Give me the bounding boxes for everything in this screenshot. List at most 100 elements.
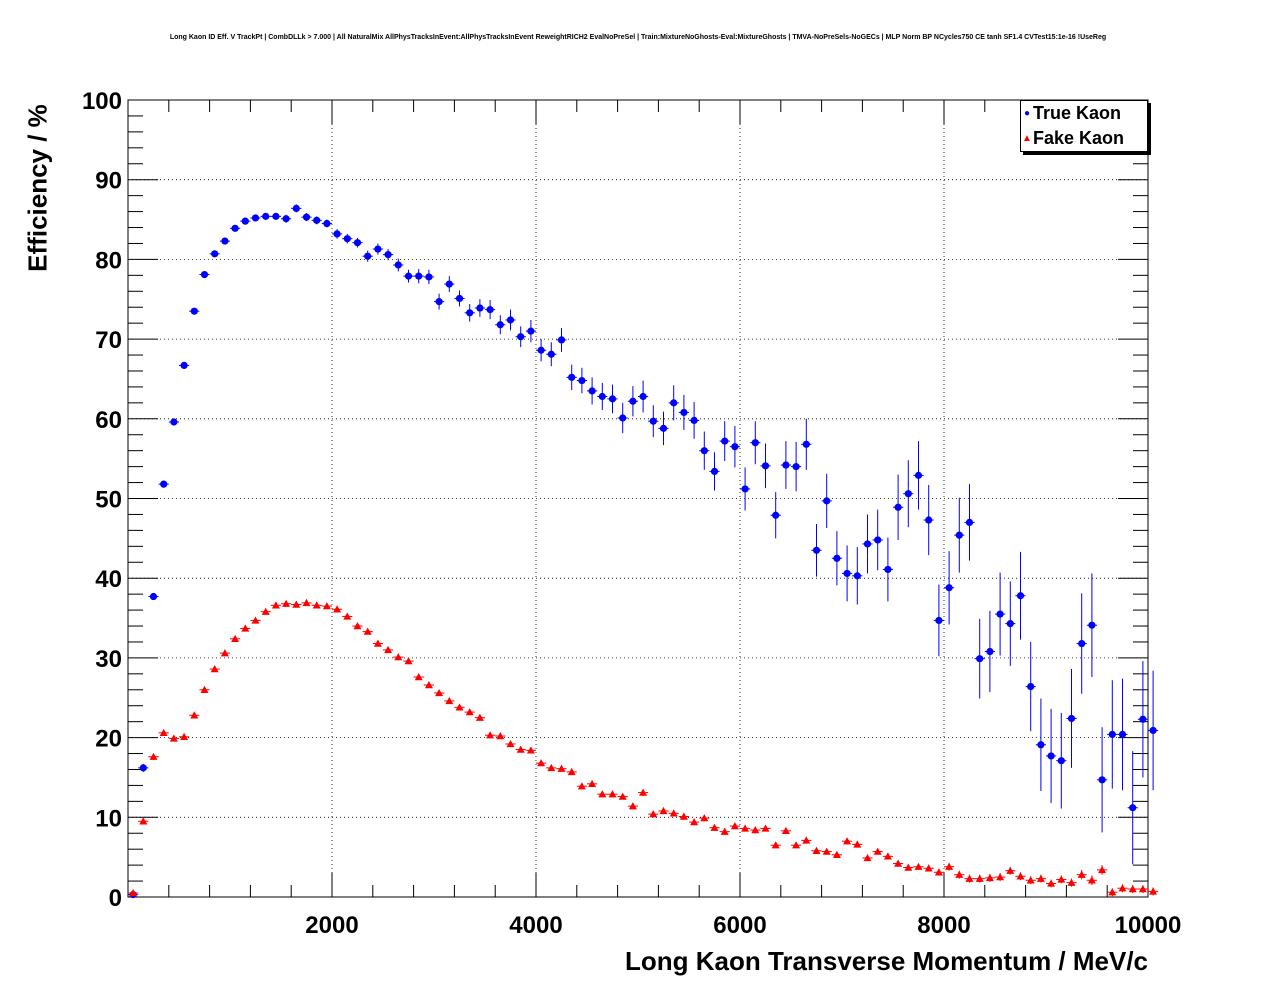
- true-kaon-point: [884, 565, 892, 574]
- true-kaon-point: [812, 546, 821, 554]
- fake-kaon-point: [180, 732, 189, 741]
- true-kaon-point: [170, 418, 178, 426]
- true-kaon-point: [180, 361, 188, 370]
- true-kaon-point: [935, 616, 943, 625]
- true-kaon-point: [843, 569, 851, 578]
- true-kaon-point: [547, 350, 555, 358]
- true-kaon-point: [496, 321, 504, 329]
- fake-kaon-point: [792, 841, 801, 849]
- true-kaon-point: [986, 647, 994, 656]
- true-kaon-point: [200, 270, 209, 279]
- fake-kaon-point: [516, 745, 525, 753]
- fake-kaon-point: [955, 870, 964, 878]
- fake-kaon-point: [149, 752, 158, 760]
- true-kaon-point: [782, 461, 790, 469]
- fake-kaon-point: [1138, 885, 1147, 893]
- fake-kaon-point: [883, 852, 892, 860]
- y-tick-label: 20: [95, 726, 122, 753]
- fake-kaon-point: [190, 711, 199, 719]
- fake-kaon-point: [282, 599, 291, 607]
- y-tick-label: 100: [82, 88, 122, 115]
- fake-kaon-point: [924, 864, 933, 872]
- true-kaon-point: [731, 443, 739, 451]
- true-kaon-point: [353, 239, 362, 247]
- fake-kaon-point: [1057, 875, 1066, 883]
- x-tick-label: 4000: [509, 912, 562, 939]
- fake-kaon-point: [200, 685, 209, 693]
- true-kaon-point: [904, 490, 912, 498]
- fake-kaon-point: [1098, 865, 1107, 874]
- fake-kaon-point: [1067, 878, 1076, 886]
- true-kaon-point: [537, 346, 545, 354]
- fake-kaon-point: [985, 873, 994, 882]
- true-kaon-point: [1139, 715, 1147, 723]
- fake-kaon-point: [741, 824, 750, 832]
- true-kaon-point: [1088, 621, 1096, 629]
- true-kaon-point: [384, 251, 392, 259]
- true-kaon-point: [792, 463, 800, 471]
- fake-kaon-point: [1036, 874, 1045, 882]
- y-axis-label: Efficiency / %: [22, 104, 53, 272]
- true-kaon-point: [914, 471, 923, 479]
- x-tick-label: 6000: [713, 912, 766, 939]
- fake-kaon-point: [843, 837, 852, 845]
- fake-kaon-point: [1016, 872, 1025, 880]
- legend-label-fake-kaon: Fake Kaon: [1033, 127, 1125, 148]
- true-kaon-point: [874, 536, 882, 544]
- x-tick-label: 8000: [917, 912, 970, 939]
- fake-kaon-point: [129, 889, 138, 897]
- fake-kaon-point: [751, 826, 760, 834]
- fake-kaon-point: [1108, 888, 1117, 896]
- fake-kaon-point: [720, 827, 729, 835]
- fake-kaon-point: [159, 728, 168, 737]
- y-tick-label: 70: [95, 327, 122, 354]
- fake-kaon-point: [577, 782, 586, 790]
- true-kaon-point: [506, 316, 515, 324]
- x-tick-label: 10000: [1115, 912, 1182, 939]
- true-kaon-point: [466, 309, 474, 317]
- true-kaon-point: [721, 437, 729, 445]
- true-kaon-point: [639, 392, 647, 401]
- fake-kaon-point: [945, 862, 954, 870]
- true-kaon-point: [1027, 682, 1035, 691]
- true-kaon-point: [863, 540, 872, 548]
- true-kaon-point: [649, 417, 657, 425]
- fake-kaon-point: [567, 767, 576, 776]
- fake-kaon-point: [445, 696, 454, 705]
- fake-kaon-point: [220, 649, 229, 657]
- true-kaon-point: [761, 462, 770, 470]
- true-kaon-point: [976, 655, 984, 663]
- true-kaon-point: [251, 214, 260, 222]
- fake-kaon-point: [373, 639, 382, 647]
- legend-marker-triangle: ▲: [1022, 132, 1032, 144]
- true-kaon-point: [588, 387, 596, 395]
- fake-kaon-point: [659, 806, 668, 815]
- true-kaon-point: [945, 584, 953, 592]
- fake-kaon-point: [435, 688, 444, 697]
- true-kaon-point: [1118, 730, 1127, 739]
- true-kaon-point: [578, 376, 586, 385]
- x-axis-label: Long Kaon Transverse Momentum / MeV/c: [625, 946, 1148, 976]
- true-kaon-point: [1006, 620, 1014, 628]
- true-kaon-point: [262, 212, 270, 220]
- true-kaon-point: [282, 215, 290, 223]
- x-tick-label: 2000: [305, 912, 358, 939]
- fake-kaon-point: [975, 874, 984, 882]
- fake-kaon-point: [802, 836, 811, 844]
- fake-kaon-point: [475, 713, 484, 721]
- fake-kaon-point: [669, 809, 678, 817]
- true-kaon-point: [1078, 639, 1086, 648]
- fake-kaon-point: [455, 703, 464, 711]
- fake-kaon-point: [322, 602, 331, 610]
- true-kaon-point: [425, 273, 433, 281]
- fake-kaon-point: [679, 812, 688, 820]
- fake-kaon-point: [1047, 879, 1056, 887]
- fake-kaon-point: [781, 826, 790, 835]
- true-kaon-point: [608, 395, 617, 403]
- fake-kaon-point: [251, 616, 260, 624]
- fake-kaon-point: [1026, 876, 1035, 884]
- true-kaon-point: [323, 219, 331, 228]
- legend: ● True Kaon ▲ Fake Kaon: [1020, 100, 1148, 152]
- fake-kaon-point: [557, 764, 566, 772]
- fake-kaon-point: [904, 863, 913, 871]
